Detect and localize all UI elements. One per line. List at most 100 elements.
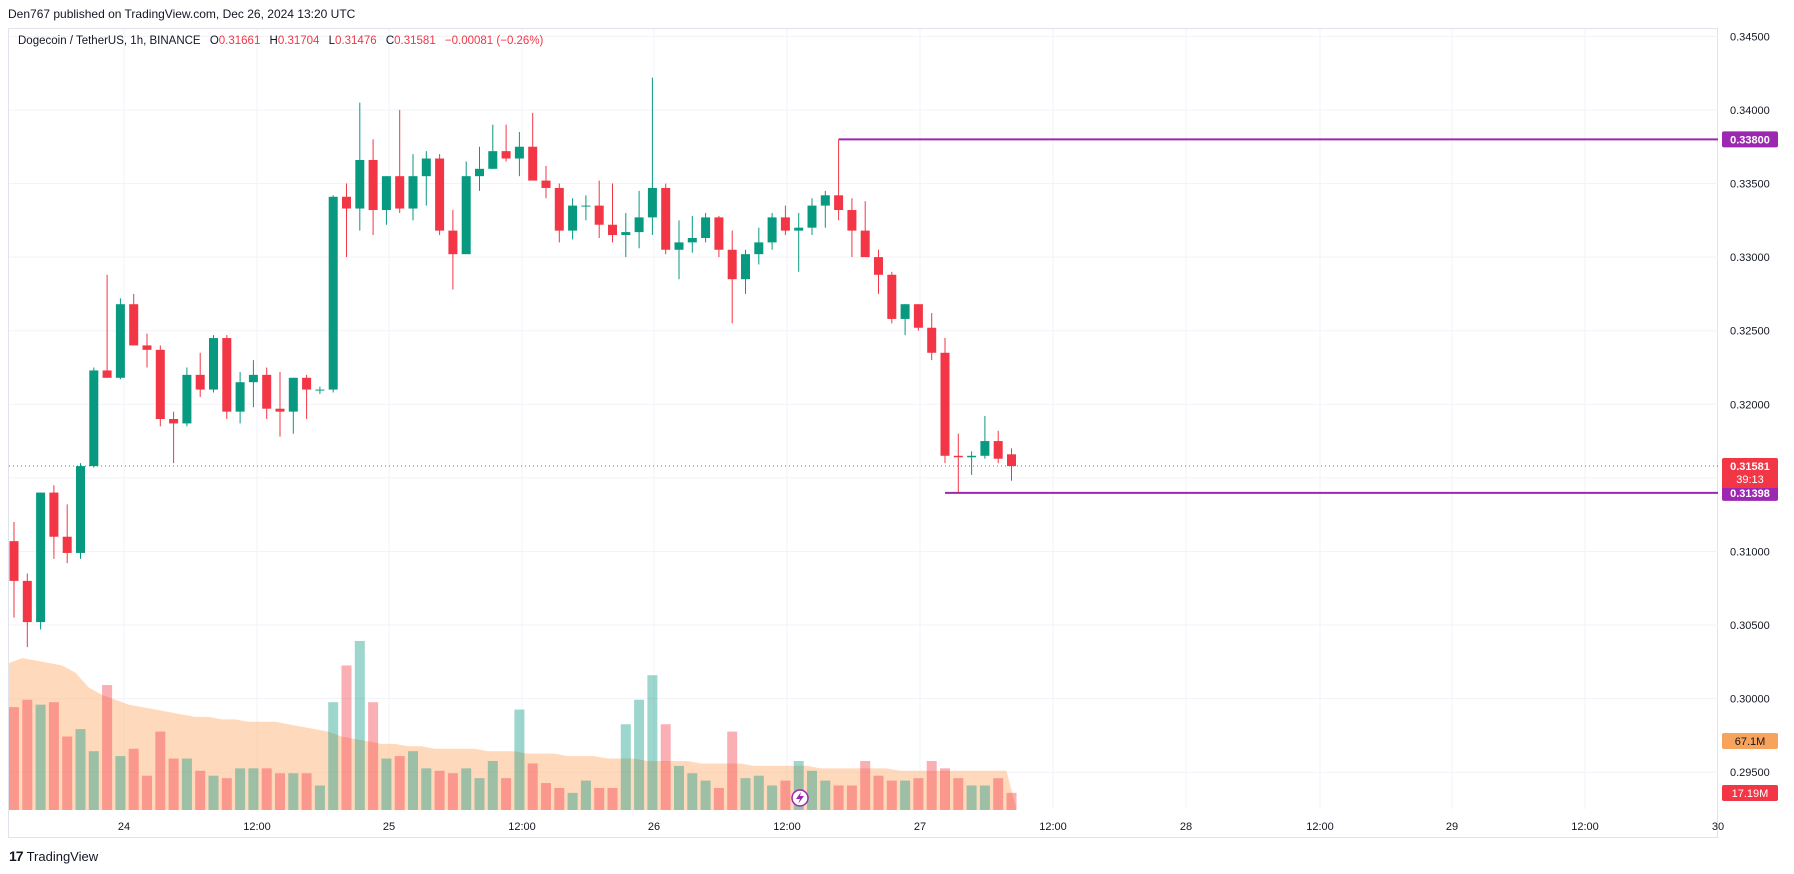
- volume-bar: [674, 765, 684, 810]
- volume-bar: [22, 699, 33, 810]
- volume-bar: [807, 770, 817, 810]
- legend-low: 0.31476: [335, 35, 377, 47]
- volume-bar: [421, 768, 432, 810]
- lightning-glyph: [796, 792, 804, 804]
- candle-body: [967, 455, 977, 458]
- volume-bar: [767, 785, 778, 810]
- candle-body: [408, 176, 418, 209]
- volume-bar: [873, 775, 884, 810]
- y-tick-label: 0.32500: [1730, 326, 1770, 338]
- candle-body: [435, 158, 445, 231]
- volume-bar: [142, 775, 152, 810]
- volume-bar: [1006, 792, 1017, 810]
- volume-bar: [780, 780, 791, 810]
- volume-bar: [713, 787, 724, 810]
- candle-body: [874, 257, 883, 275]
- candle-body: [807, 205, 817, 228]
- candle-body: [302, 377, 312, 390]
- candle-body: [687, 237, 697, 243]
- publisher-line: Den767 published on TradingView.com, Dec…: [8, 7, 356, 21]
- candle-body: [248, 374, 258, 383]
- candle-body: [701, 217, 711, 238]
- volume-bar: [275, 773, 285, 810]
- candle-body: [129, 304, 139, 346]
- volume-bar: [155, 731, 166, 810]
- legend-high: 0.31704: [277, 35, 320, 47]
- volume-bar: [554, 787, 565, 810]
- resistance-level-tag: [1722, 131, 1778, 148]
- legend-close-label: C: [385, 35, 395, 47]
- candle-body: [541, 180, 551, 188]
- x-tick-label: 26: [648, 821, 660, 833]
- candle-body: [568, 205, 578, 231]
- candle-body: [993, 441, 1003, 459]
- volume-bar: [235, 768, 246, 810]
- candle-body: [674, 242, 684, 250]
- volume-bar: [514, 709, 525, 810]
- volume-bar: [620, 724, 631, 810]
- candle-body: [262, 374, 272, 409]
- candle-body: [594, 205, 604, 225]
- candle-body: [169, 419, 179, 424]
- volume-bar: [846, 785, 857, 810]
- x-tick-label: 12:00: [508, 821, 536, 833]
- volume-bar: [926, 761, 937, 810]
- candle-body: [727, 249, 737, 280]
- last-price-label: 0.31581: [1730, 461, 1770, 473]
- candle-body: [328, 196, 338, 390]
- volume-bar: [527, 763, 538, 810]
- volume-bar: [953, 778, 964, 810]
- volume-bar: [594, 787, 605, 810]
- candle-body: [754, 242, 764, 255]
- candle-body: [488, 151, 498, 169]
- volume-bar: [727, 731, 738, 810]
- candle-body: [448, 230, 458, 255]
- volume-bar: [328, 702, 339, 810]
- candle-body: [76, 466, 85, 553]
- volume-bar: [314, 785, 325, 810]
- candle-body: [222, 338, 232, 412]
- brand-name: TradingView: [26, 848, 99, 864]
- y-tick-label: 0.34500: [1730, 31, 1770, 43]
- y-tick-label: 0.30500: [1730, 620, 1770, 632]
- volume-bar: [860, 761, 871, 810]
- volume-bar: [301, 773, 312, 810]
- y-tick-label: 0.33000: [1730, 252, 1770, 264]
- volume-bar: [647, 675, 658, 810]
- candle-body: [661, 187, 671, 250]
- y-tick-label: 0.30000: [1730, 694, 1770, 706]
- candle-body: [927, 327, 937, 353]
- tradingview-brand[interactable]: 17 TradingView: [9, 848, 98, 864]
- volume-bar: [966, 785, 977, 810]
- candle-body: [288, 377, 298, 412]
- y-tick-label: 0.29500: [1730, 767, 1770, 779]
- tradingview-logo-icon: 17: [9, 848, 24, 864]
- candle-body: [115, 304, 125, 378]
- volume-bar: [88, 751, 99, 810]
- candle-body: [820, 195, 830, 206]
- candle-body: [608, 224, 617, 236]
- candle-body: [980, 441, 990, 456]
- y-tick-label: 0.32000: [1730, 399, 1770, 411]
- volume-bar: [700, 780, 711, 810]
- candle-body: [36, 492, 46, 623]
- candle-body: [461, 176, 471, 255]
- volume-bar: [394, 756, 405, 810]
- volume-bar: [913, 778, 924, 810]
- x-tick-label: 30: [1712, 821, 1724, 833]
- volume-bar: [833, 785, 844, 810]
- volume-bar: [820, 780, 831, 810]
- candle-body: [767, 217, 777, 243]
- candle-body: [887, 274, 897, 319]
- candle-body: [142, 345, 152, 350]
- volume-bar: [368, 702, 379, 810]
- volume-bar: [740, 778, 751, 810]
- candle-body: [913, 304, 923, 328]
- candle-body: [368, 159, 378, 211]
- volume-bar: [381, 758, 392, 810]
- candle-body: [155, 349, 165, 419]
- volume-bar: [993, 778, 1004, 810]
- candle-body: [395, 176, 405, 209]
- volume-bar: [900, 780, 911, 810]
